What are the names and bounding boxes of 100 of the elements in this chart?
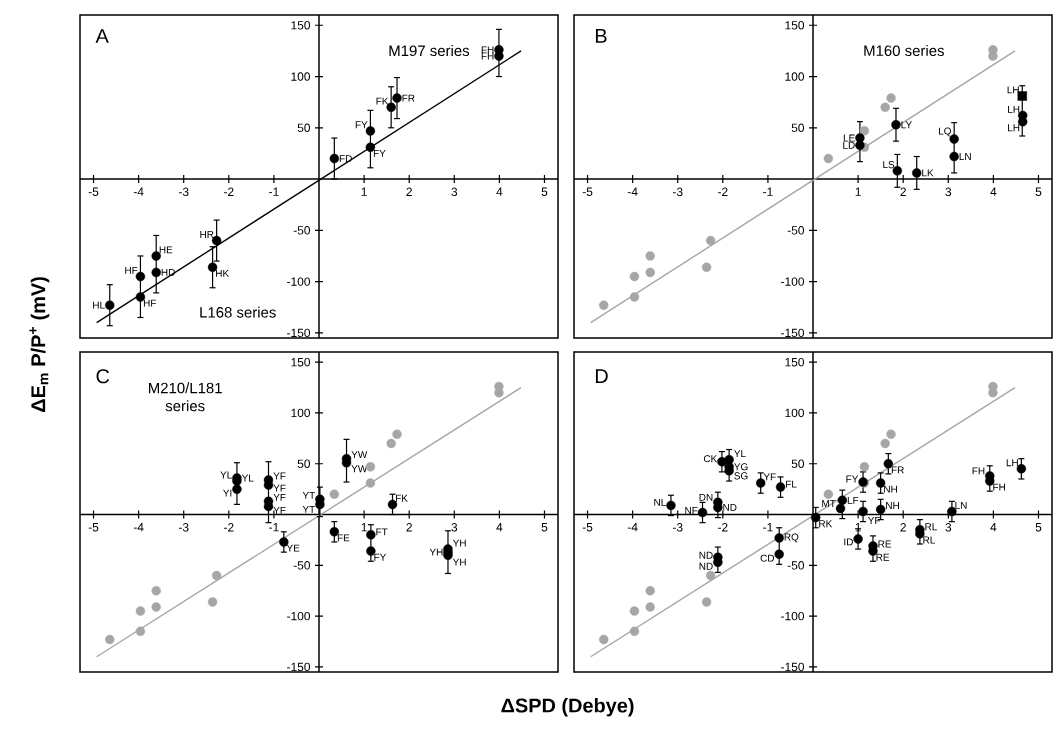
annotation: LY xyxy=(901,121,912,129)
x-tick-label: 2 xyxy=(900,187,906,196)
x-tick-label: 4 xyxy=(496,187,503,196)
y-tick-label: 150 xyxy=(291,21,311,30)
annotation: YL xyxy=(241,474,254,482)
annotation: LH xyxy=(1007,86,1019,94)
annotation: M160 series xyxy=(864,45,944,57)
annotation: LN xyxy=(959,153,971,160)
x-tick-label: 3 xyxy=(945,523,952,532)
annotation: LH xyxy=(1008,124,1020,132)
annotation: YW xyxy=(351,451,368,459)
y-tick-label: 100 xyxy=(291,408,311,418)
annotation: HK xyxy=(216,269,229,277)
annotation: YT xyxy=(302,505,315,513)
annotation: YW xyxy=(351,465,368,473)
annotation: YI xyxy=(223,489,232,497)
x-tick-label: -1 xyxy=(763,187,773,196)
annotation: FY xyxy=(374,553,387,561)
x-tick-label: -4 xyxy=(133,187,144,196)
annotation: DN xyxy=(699,493,713,501)
x-tick-label: -2 xyxy=(224,187,234,196)
annotation: YL xyxy=(734,450,746,458)
y-tick-label: -150 xyxy=(781,662,805,672)
x-tick-label: -4 xyxy=(627,187,638,196)
annotation: ID xyxy=(844,538,853,546)
y-tick-label: -150 xyxy=(781,328,805,338)
x-tick-label: -1 xyxy=(269,523,279,532)
x-tick-label: 5 xyxy=(541,187,548,196)
annotation: ND xyxy=(699,551,713,559)
annotation: FK xyxy=(396,494,408,502)
annotation: FH xyxy=(972,467,985,475)
x-tick-label: 1 xyxy=(361,523,367,532)
annotation: YL xyxy=(220,471,232,479)
y-tick-label: 50 xyxy=(791,123,805,133)
annotation: LQ xyxy=(938,127,951,137)
annotation: M210/L181 series xyxy=(148,382,222,412)
annotation: YF xyxy=(273,472,286,480)
annotation: YF xyxy=(867,517,881,524)
annotation: FY xyxy=(846,475,859,483)
y-tick-label: -100 xyxy=(781,277,805,286)
annotation: B xyxy=(595,29,607,43)
x-tick-label: 3 xyxy=(451,187,458,197)
annotation: FL xyxy=(786,480,797,488)
annotation: FT xyxy=(376,528,388,536)
x-tick-label: 5 xyxy=(541,523,548,532)
y-tick-label: 50 xyxy=(297,123,311,133)
x-tick-label: -2 xyxy=(718,187,728,196)
annotation: FR xyxy=(891,466,904,474)
x-tick-label: -4 xyxy=(133,523,144,532)
annotation: RL xyxy=(923,536,935,544)
annotation: CK xyxy=(703,455,718,463)
x-tick-label: -3 xyxy=(178,523,189,532)
y-tick-label: 150 xyxy=(785,357,805,367)
annotation: HF xyxy=(125,266,138,274)
x-tick-label: -2 xyxy=(224,523,234,532)
annotation: ND xyxy=(699,562,713,570)
annotation: LK xyxy=(922,169,934,177)
y-tick-label: 50 xyxy=(297,459,311,468)
annotation: YF xyxy=(273,484,286,492)
y-tick-label: 150 xyxy=(785,21,805,30)
x-tick-label: 5 xyxy=(1035,523,1042,532)
y-tick-label: 100 xyxy=(785,408,805,418)
x-tick-label: 5 xyxy=(1035,187,1042,196)
annotation: FH xyxy=(481,52,494,60)
annotation: YT xyxy=(302,491,315,499)
annotation: SG xyxy=(734,472,748,480)
annotation: RL xyxy=(925,523,937,531)
annotation: LE xyxy=(843,134,855,142)
annotation: YH xyxy=(452,539,466,547)
annotation: MT xyxy=(822,500,836,507)
x-tick-label: -3 xyxy=(672,523,683,532)
x-tick-label: 1 xyxy=(361,187,367,196)
y-axis-title: ΔE$_{m}$ P/P$^{+}$ (mV) xyxy=(29,277,50,412)
annotation: NH xyxy=(884,485,897,493)
annotation: ND xyxy=(723,504,737,511)
annotation: YH xyxy=(452,558,466,566)
annotation: FY xyxy=(355,121,368,129)
annotation: C xyxy=(96,369,110,384)
y-tick-label: 150 xyxy=(291,357,311,367)
x-axis-title: ΔSPD (Debye) xyxy=(501,697,634,717)
x-tick-label: -5 xyxy=(88,187,99,196)
y-tick-label: -150 xyxy=(287,328,311,338)
x-tick-label: -3 xyxy=(672,187,683,197)
y-tick-label: -100 xyxy=(781,611,805,621)
annotation: FR xyxy=(402,94,415,102)
annotation: YF xyxy=(273,493,286,501)
x-tick-label: 2 xyxy=(406,523,412,532)
x-tick-label: -1 xyxy=(763,523,773,532)
annotation: M197 series xyxy=(389,45,470,57)
annotation: YF xyxy=(273,506,286,514)
x-tick-label: -5 xyxy=(88,523,99,532)
annotation: RE xyxy=(876,553,890,561)
x-tick-label: 2 xyxy=(406,187,412,196)
x-tick-label: 4 xyxy=(496,523,503,532)
x-tick-label: -5 xyxy=(582,523,593,532)
annotation: YF xyxy=(763,473,776,481)
annotation: FY xyxy=(373,149,386,157)
annotation: RQ xyxy=(784,533,799,543)
annotation: FE xyxy=(337,534,350,542)
annotation: HR xyxy=(200,231,214,238)
